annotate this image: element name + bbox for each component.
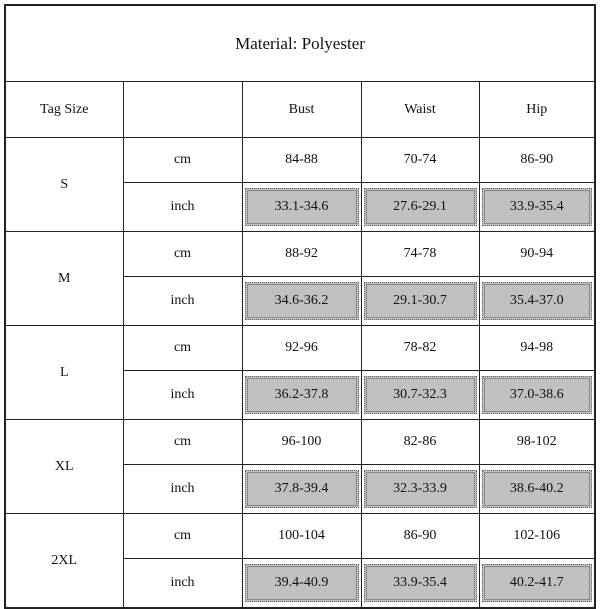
waist-inch-cell: 30.7-32.3	[360, 370, 480, 420]
hip-inch-cell: 40.2-41.7	[478, 558, 596, 609]
table-row: XL cm 96-100 82-86 98-102	[4, 419, 596, 514]
unit-label: inch	[122, 182, 243, 232]
waist-value: 32.3-33.9	[363, 470, 477, 508]
bust-cm-cell: 100-104	[241, 513, 362, 559]
bust-inch-cell: 34.6-36.2	[241, 276, 362, 326]
header-tag-size: Tag Size	[4, 81, 124, 138]
size-label: L	[4, 325, 124, 420]
waist-inch-cell: 29.1-30.7	[360, 276, 480, 326]
unit-label: cm	[122, 419, 243, 465]
bust-inch-cell: 36.2-37.8	[241, 370, 362, 420]
hip-value: 40.2-41.7	[481, 564, 592, 602]
table-row: inch 37.8-39.4 32.3-33.9 38.6-40.2	[5, 464, 596, 514]
bust-cm-cell: 92-96	[241, 325, 362, 371]
unit-label: inch	[122, 370, 243, 420]
hip-inch-cell: 35.4-37.0	[478, 276, 596, 326]
hip-value: 33.9-35.4	[481, 188, 592, 226]
hip-cm-cell: 98-102	[478, 419, 596, 465]
unit-label: cm	[122, 513, 243, 559]
waist-value: 27.6-29.1	[363, 188, 477, 226]
hip-cm-cell: 102-106	[478, 513, 596, 559]
waist-inch-cell: 32.3-33.9	[360, 464, 480, 514]
hip-inch-cell: 33.9-35.4	[478, 182, 596, 232]
bust-inch-cell: 37.8-39.4	[241, 464, 362, 514]
waist-cm-cell: 78-82	[360, 325, 480, 371]
hip-cm-cell: 90-94	[478, 231, 596, 277]
unit-label: cm	[122, 231, 243, 277]
waist-cm-cell: 86-90	[360, 513, 480, 559]
size-label: M	[4, 231, 124, 326]
header-row: Tag Size Bust Waist Hip	[4, 81, 596, 138]
table-row: inch 36.2-37.8 30.7-32.3 37.0-38.6	[5, 370, 596, 420]
size-label: XL	[4, 419, 124, 514]
waist-cm-cell: 74-78	[360, 231, 480, 277]
header-hip: Hip	[478, 81, 596, 138]
hip-cm-cell: 86-90	[478, 137, 596, 183]
hip-value: 35.4-37.0	[481, 282, 592, 320]
hip-inch-cell: 37.0-38.6	[478, 370, 596, 420]
bust-value: 39.4-40.9	[244, 564, 359, 602]
unit-label: inch	[122, 558, 243, 609]
size-label: 2XL	[4, 513, 124, 609]
waist-cm-cell: 82-86	[360, 419, 480, 465]
hip-inch-cell: 38.6-40.2	[478, 464, 596, 514]
bust-cm-cell: 84-88	[241, 137, 362, 183]
hip-value: 38.6-40.2	[481, 470, 592, 508]
table-row: inch 33.1-34.6 27.6-29.1 33.9-35.4	[5, 182, 596, 232]
header-unit	[122, 81, 243, 138]
bust-cm-cell: 96-100	[241, 419, 362, 465]
bust-cm-cell: 88-92	[241, 231, 362, 277]
bust-value: 37.8-39.4	[244, 470, 359, 508]
unit-label: cm	[122, 325, 243, 371]
waist-value: 33.9-35.4	[363, 564, 477, 602]
unit-label: inch	[122, 276, 243, 326]
size-chart-table: Material: Polyester Tag Size Bust Waist …	[4, 4, 596, 609]
bust-value: 34.6-36.2	[244, 282, 359, 320]
waist-value: 29.1-30.7	[363, 282, 477, 320]
unit-label: cm	[122, 137, 243, 183]
bust-value: 33.1-34.6	[244, 188, 359, 226]
header-bust: Bust	[241, 81, 362, 138]
waist-cm-cell: 70-74	[360, 137, 480, 183]
header-waist: Waist	[360, 81, 480, 138]
bust-inch-cell: 33.1-34.6	[241, 182, 362, 232]
table-row: 2XL cm 100-104 86-90 102-106	[4, 513, 596, 609]
hip-value: 37.0-38.6	[481, 376, 592, 414]
size-label: S	[4, 137, 124, 232]
unit-label: inch	[122, 464, 243, 514]
waist-value: 30.7-32.3	[363, 376, 477, 414]
waist-inch-cell: 33.9-35.4	[360, 558, 480, 609]
waist-inch-cell: 27.6-29.1	[360, 182, 480, 232]
bust-value: 36.2-37.8	[244, 376, 359, 414]
bust-inch-cell: 39.4-40.9	[241, 558, 362, 609]
table-title: Material: Polyester	[4, 4, 596, 82]
hip-cm-cell: 94-98	[478, 325, 596, 371]
